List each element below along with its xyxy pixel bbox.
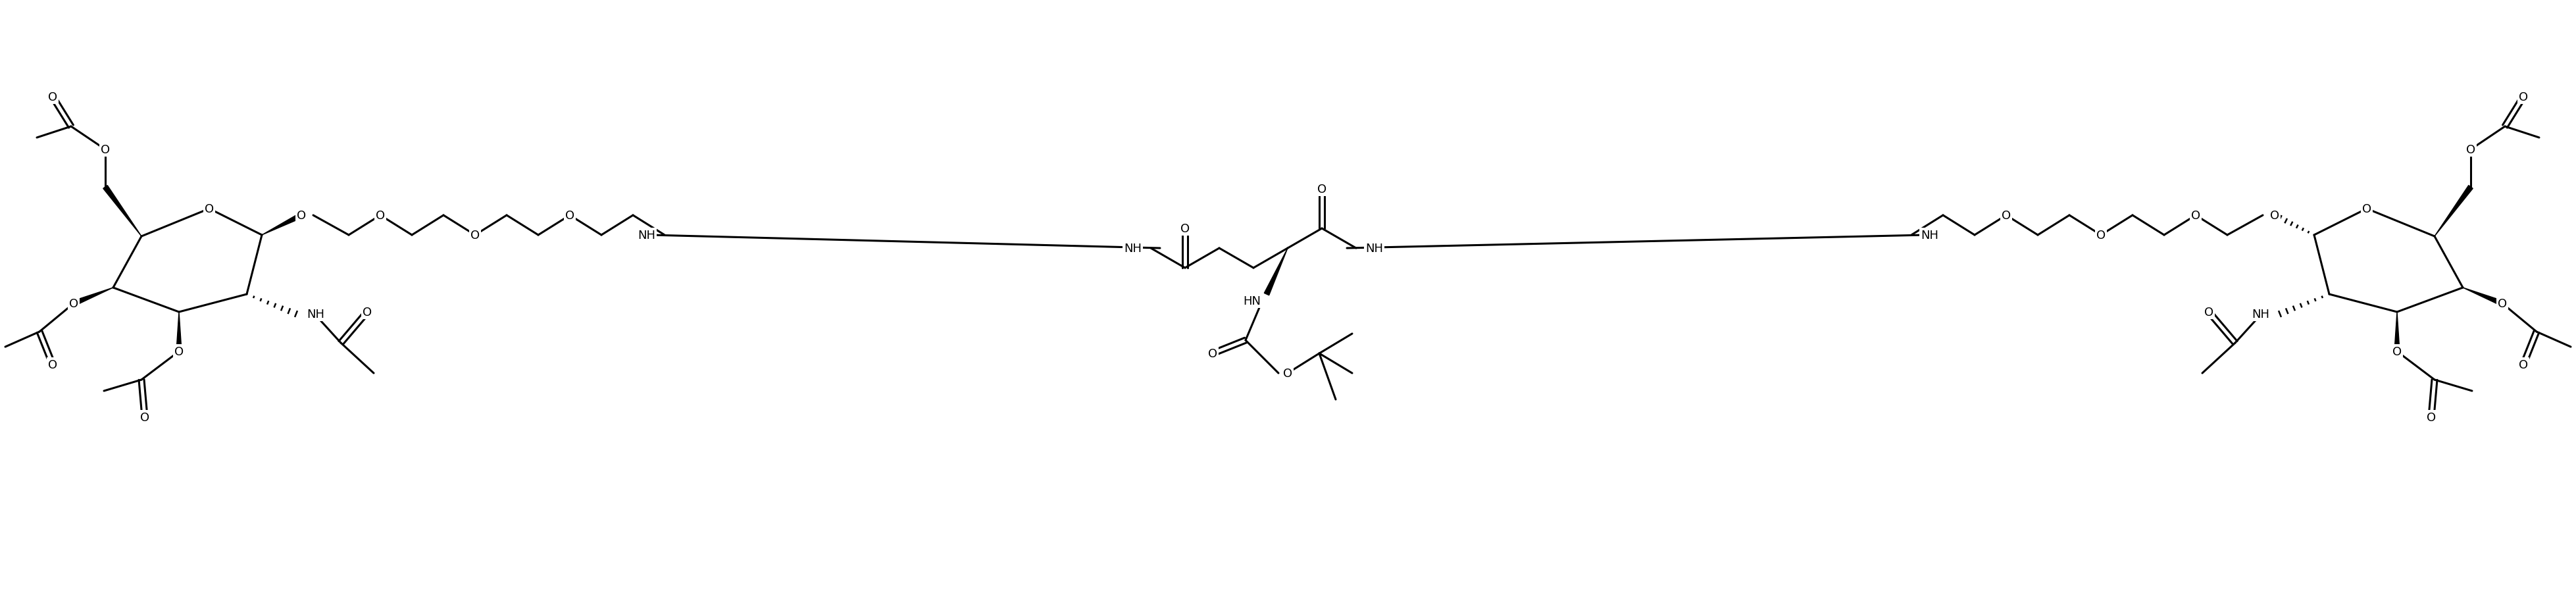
Polygon shape: [263, 214, 301, 235]
Text: O: O: [175, 346, 183, 357]
Polygon shape: [103, 186, 142, 237]
Text: O: O: [2519, 359, 2527, 371]
Text: O: O: [564, 210, 574, 221]
Text: NH: NH: [1123, 243, 1141, 254]
Text: NH: NH: [2251, 308, 2269, 320]
Text: O: O: [1180, 223, 1190, 235]
Text: O: O: [363, 306, 371, 318]
Text: O: O: [100, 144, 111, 156]
Text: O: O: [296, 210, 307, 221]
Text: O: O: [2393, 346, 2401, 357]
Text: O: O: [204, 203, 214, 215]
Text: O: O: [2427, 412, 2437, 423]
Text: O: O: [2192, 210, 2200, 221]
Text: NH: NH: [1365, 243, 1383, 254]
Polygon shape: [1265, 248, 1288, 296]
Text: O: O: [2205, 306, 2213, 318]
Text: HN: HN: [1244, 295, 1262, 307]
Text: NH: NH: [1922, 229, 1937, 241]
Text: O: O: [376, 210, 384, 221]
Text: O: O: [49, 359, 57, 371]
Text: O: O: [1283, 367, 1293, 379]
Polygon shape: [175, 312, 180, 352]
Text: O: O: [2499, 298, 2506, 310]
Polygon shape: [2434, 186, 2473, 237]
Text: O: O: [2269, 210, 2280, 221]
Text: NH: NH: [639, 229, 654, 241]
Text: O: O: [139, 412, 149, 423]
Text: O: O: [2002, 210, 2012, 221]
Text: O: O: [1208, 348, 1218, 359]
Text: NH: NH: [307, 308, 325, 320]
Text: O: O: [2362, 203, 2372, 215]
Text: O: O: [471, 229, 479, 241]
Text: O: O: [49, 91, 57, 103]
Text: O: O: [70, 298, 77, 310]
Text: O: O: [2519, 91, 2527, 103]
Polygon shape: [2396, 312, 2401, 352]
Polygon shape: [72, 288, 113, 306]
Polygon shape: [2463, 288, 2504, 306]
Text: O: O: [2097, 229, 2105, 241]
Text: O: O: [1316, 184, 1327, 195]
Text: O: O: [2465, 144, 2476, 156]
